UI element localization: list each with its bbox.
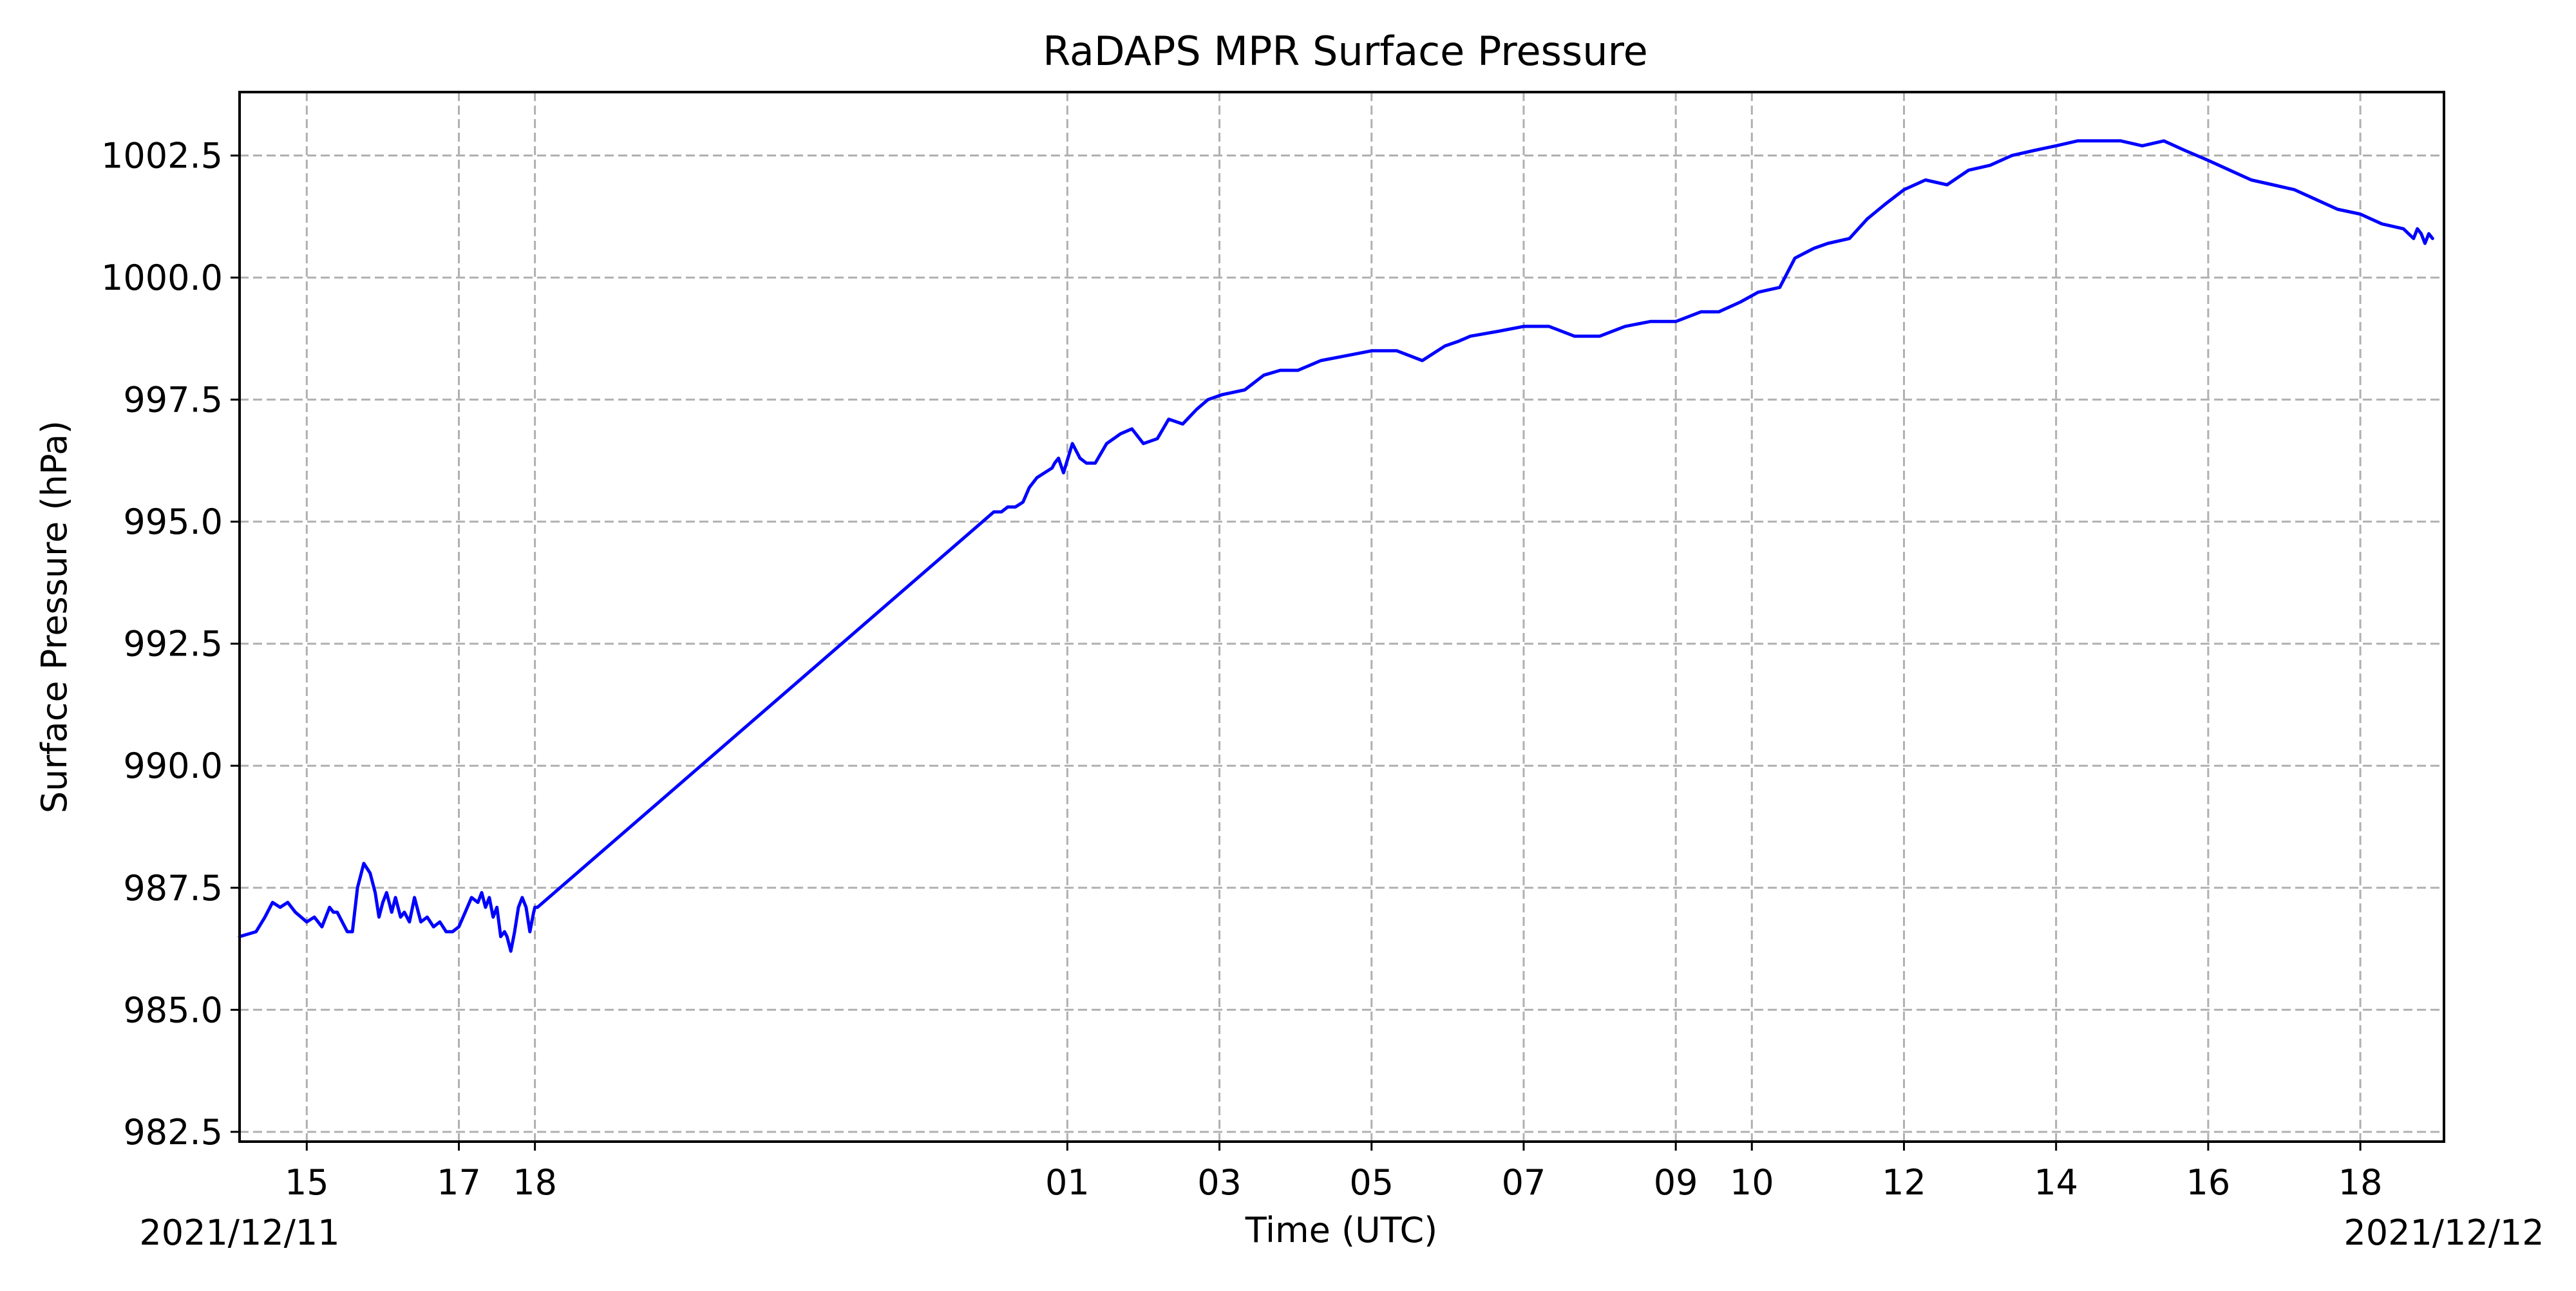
y-tick-label: 1000.0 bbox=[101, 258, 223, 298]
x-tick-label: 05 bbox=[1349, 1162, 1394, 1203]
x-tick-label: 18 bbox=[2338, 1162, 2383, 1203]
y-tick-label: 987.5 bbox=[123, 868, 223, 909]
y-tick-label: 1002.5 bbox=[101, 136, 223, 176]
x-date-label-start: 2021/12/11 bbox=[139, 1212, 339, 1253]
x-tick-label: 12 bbox=[1882, 1162, 1926, 1203]
chart-title: RaDAPS MPR Surface Pressure bbox=[1043, 28, 1648, 75]
plot-frame bbox=[238, 91, 2445, 1143]
series-layer bbox=[238, 139, 2434, 953]
x-tick-label: 07 bbox=[1502, 1162, 1546, 1203]
grid bbox=[240, 92, 2444, 1142]
x-tick-label: 18 bbox=[513, 1162, 557, 1203]
x-axis: 15 17 18 01 03 05 07 09 10 12 14 16 18 bbox=[285, 1142, 2382, 1203]
x-tick-label: 03 bbox=[1197, 1162, 1242, 1203]
y-tick-label: 985.0 bbox=[123, 990, 223, 1030]
x-tick-label: 01 bbox=[1045, 1162, 1090, 1203]
surface-pressure-line bbox=[238, 139, 2434, 953]
y-tick-label: 990.0 bbox=[123, 746, 223, 786]
x-tick-label: 09 bbox=[1654, 1162, 1698, 1203]
y-axis-label: Surface Pressure (hPa) bbox=[34, 420, 75, 813]
x-tick-label: 10 bbox=[1730, 1162, 1774, 1203]
y-tick-label: 982.5 bbox=[123, 1112, 223, 1153]
x-tick-label: 14 bbox=[2034, 1162, 2078, 1203]
y-tick-label: 995.0 bbox=[123, 502, 223, 542]
y-tick-label: 992.5 bbox=[123, 624, 223, 664]
x-date-label-end: 2021/12/12 bbox=[2344, 1212, 2544, 1253]
x-tick-label: 15 bbox=[285, 1162, 329, 1203]
x-tick-label: 16 bbox=[2186, 1162, 2231, 1203]
x-axis-label: Time (UTC) bbox=[1245, 1210, 1438, 1250]
x-tick-label: 17 bbox=[437, 1162, 481, 1203]
y-tick-label: 997.5 bbox=[123, 380, 223, 420]
y-axis: 982.5 985.0 987.5 990.0 992.5 995.0 997.5 1000.… bbox=[101, 136, 240, 1153]
